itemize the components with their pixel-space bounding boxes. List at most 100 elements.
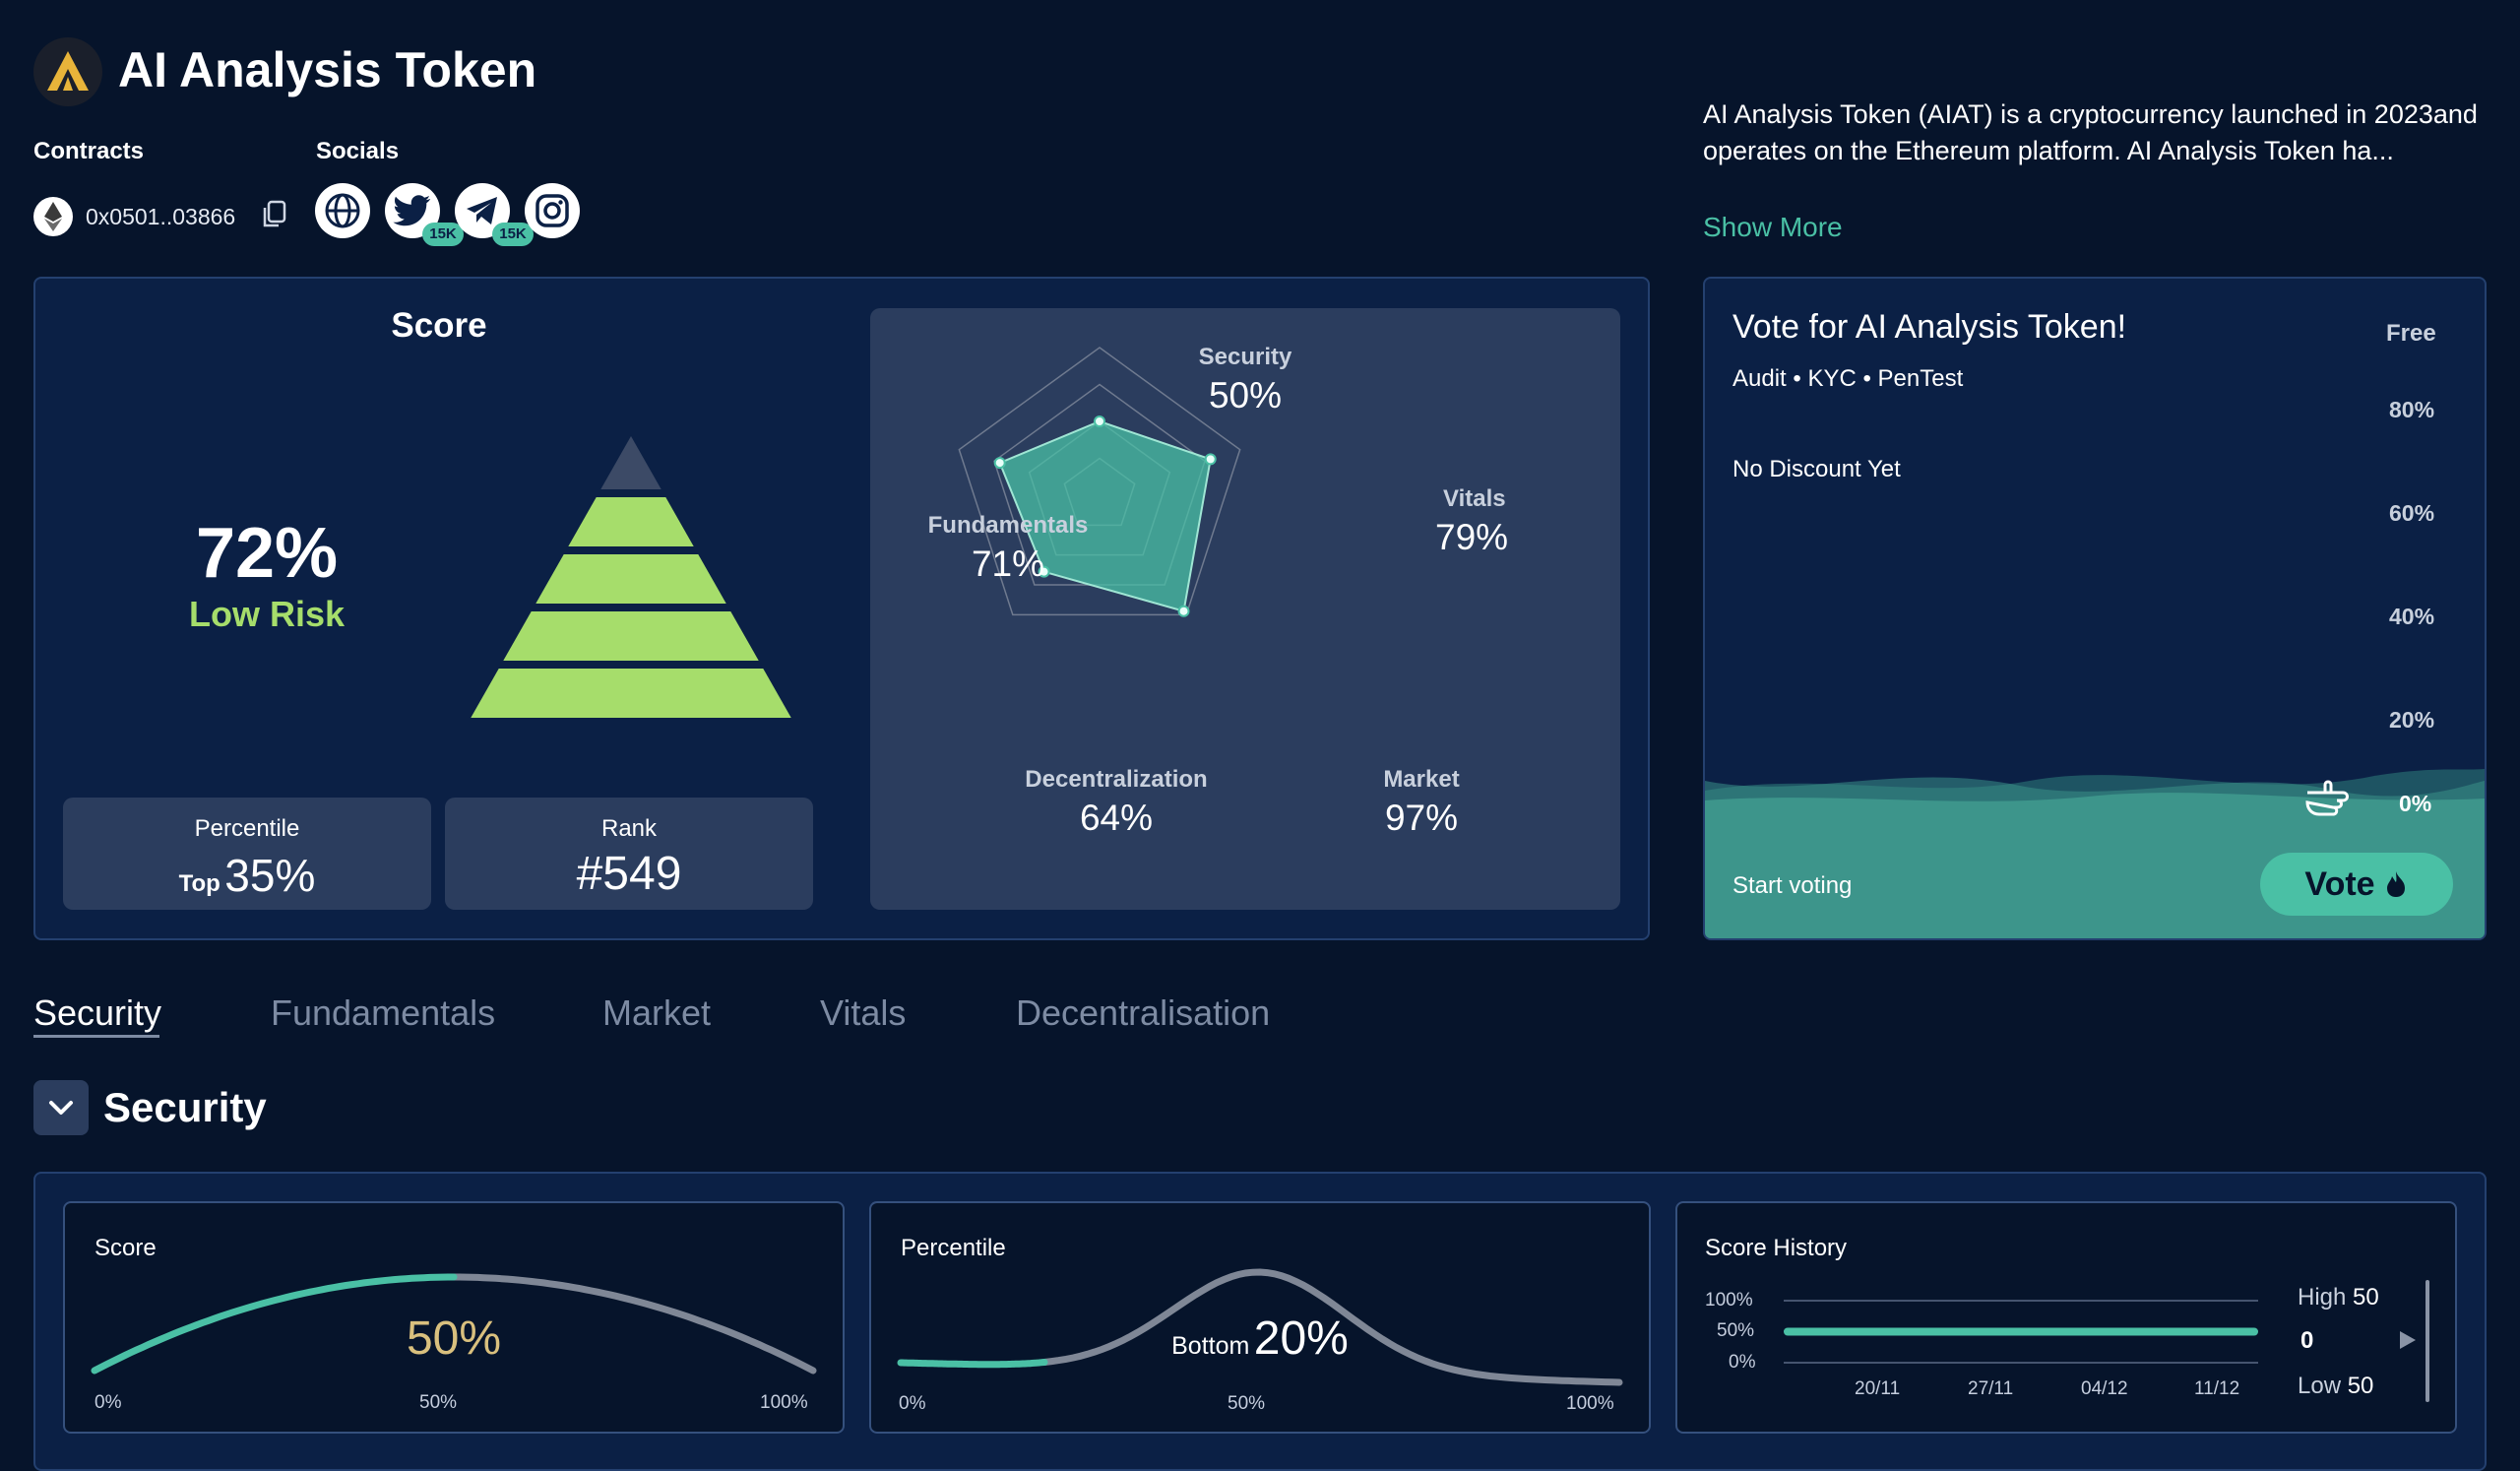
score-gauge-fill	[91, 1273, 458, 1375]
vote-title: Vote for AI Analysis Token!	[1732, 308, 2127, 346]
vote-level-60: 60%	[2389, 500, 2435, 526]
score-history-label: Score History	[1705, 1235, 1848, 1261]
instagram-icon[interactable]	[525, 183, 580, 238]
radar-area	[998, 419, 1212, 612]
score-tick-100: 100%	[760, 1392, 808, 1413]
token-logo	[33, 37, 102, 106]
discount-status: No Discount Yet	[1732, 456, 1901, 482]
radar-panel: Security 50% Vitals 79% Market 97% Decen…	[870, 308, 1620, 910]
percentile-card-value: 20%	[1253, 1312, 1349, 1365]
history-y-50: 50%	[1717, 1320, 1755, 1341]
tab-fundamentals[interactable]: Fundamentals	[271, 992, 496, 1033]
score-card-label: Score	[94, 1235, 157, 1261]
collapse-button[interactable]	[33, 1080, 89, 1135]
score-tick-50: 50%	[419, 1392, 458, 1413]
tab-security[interactable]: Security	[33, 992, 162, 1033]
history-x-0: 20/11	[1855, 1378, 1901, 1399]
radar-point	[993, 457, 1006, 470]
tab-vitals[interactable]: Vitals	[820, 992, 907, 1033]
vote-level-20: 20%	[2389, 707, 2435, 733]
radar-chart	[958, 347, 1241, 617]
radar-point	[1177, 605, 1190, 617]
vote-level-0: 0%	[2399, 791, 2432, 816]
vote-free-label: Free	[2386, 320, 2436, 347]
percentile-label: Percentile	[194, 815, 300, 842]
pyramid-level	[503, 611, 759, 661]
percentile-card-label: Percentile	[901, 1235, 1006, 1261]
globe-icon[interactable]	[315, 183, 370, 238]
score-tick-0: 0%	[94, 1392, 122, 1413]
radar-label-market: Market 97%	[1383, 766, 1460, 838]
pyramid-level	[568, 497, 694, 546]
vote-button[interactable]: Vote	[2260, 853, 2453, 916]
percentile-prefix: Top	[178, 870, 220, 897]
vote-button-label: Vote	[2304, 864, 2375, 903]
percentile-value-row: Top 35%	[63, 849, 431, 902]
twitter-followers-badge: 15K	[422, 223, 464, 246]
section-title: Security	[103, 1084, 267, 1130]
score-title: Score	[391, 306, 487, 345]
score-panel: Score 72% Low Risk Percentile Top 35% Ra…	[33, 277, 1650, 940]
history-play-icon[interactable]	[2398, 1329, 2418, 1356]
history-low: Low 50	[2298, 1373, 2374, 1399]
radar-point	[1094, 416, 1105, 427]
contracts-label: Contracts	[33, 138, 145, 164]
percentile-card-value-row: Bottom 20%	[871, 1311, 1649, 1366]
token-description: AI Analysis Token (AIAT) is a cryptocurr…	[1703, 99, 2478, 165]
percentile-value: 35%	[224, 850, 316, 901]
percentile-card: Percentile Bottom 20% 0% 50% 100%	[869, 1201, 1651, 1434]
show-more-link[interactable]: Show More	[1703, 212, 1843, 242]
percentile-distribution	[897, 1268, 1623, 1386]
percentile-box: Percentile Top 35%	[63, 798, 431, 910]
history-y-0: 0%	[1729, 1352, 1756, 1373]
radar-label-fundamentals: Fundamentals 71%	[927, 512, 1089, 584]
rank-box: Rank #549	[445, 798, 813, 910]
socials-label: Socials	[316, 138, 400, 164]
pyramid-level	[471, 669, 791, 718]
pyramid-level	[600, 436, 662, 489]
history-x-1: 27/11	[1968, 1378, 2014, 1399]
risk-pyramid	[471, 436, 791, 718]
score-card-value: 50%	[406, 1312, 502, 1365]
score-history-chart	[1784, 1300, 2258, 1364]
tab-market[interactable]: Market	[602, 992, 712, 1033]
history-high: High 50	[2298, 1284, 2379, 1311]
vote-level-40: 40%	[2389, 604, 2435, 629]
rank-label: Rank	[600, 815, 658, 842]
history-x-2: 04/12	[2081, 1378, 2128, 1399]
history-current: 0	[2300, 1327, 2314, 1354]
tab-decentralisation[interactable]: Decentralisation	[1016, 992, 1271, 1033]
pyramid-level	[536, 554, 726, 604]
score-card: Score 50% 0% 50% 100%	[63, 1201, 845, 1434]
vote-tags: Audit • KYC • PenTest	[1732, 365, 1964, 392]
start-voting-label: Start voting	[1732, 872, 1853, 899]
history-y-100: 100%	[1705, 1290, 1753, 1311]
radar-label-decentralization: Decentralization 64%	[1025, 766, 1208, 838]
percentile-tick-50: 50%	[1228, 1393, 1266, 1414]
score-value: 72%	[195, 514, 339, 593]
twitter-icon[interactable]: 15K	[385, 183, 464, 246]
copy-icon[interactable]	[260, 199, 289, 235]
risk-label: Low Risk	[188, 594, 346, 634]
percentile-tick-0: 0%	[899, 1393, 926, 1414]
percentile-tick-100: 100%	[1566, 1393, 1614, 1414]
telegram-members-badge: 15K	[492, 223, 534, 246]
radar-point	[1204, 453, 1217, 466]
contract-address[interactable]: 0x0501..03866	[86, 204, 236, 229]
percentile-card-prefix: Bottom	[1171, 1332, 1250, 1360]
page-title: AI Analysis Token	[118, 42, 537, 97]
active-tab-underline	[33, 1035, 159, 1038]
telegram-icon[interactable]: 15K	[455, 183, 534, 246]
history-x-3: 11/12	[2194, 1378, 2240, 1399]
rank-value: #549	[576, 848, 682, 900]
radar-point	[1038, 565, 1050, 578]
vote-level-80: 80%	[2389, 397, 2435, 422]
radar-label-vitals: Vitals 79%	[1435, 485, 1509, 557]
radar-grid-ring	[958, 347, 1241, 616]
history-range-bar	[2426, 1280, 2429, 1402]
chevron-down-icon	[49, 1101, 73, 1115]
radar-label-security: Security 50%	[1198, 344, 1292, 416]
flame-icon	[2386, 871, 2405, 897]
percentile-distribution-fill	[897, 1359, 1048, 1369]
ethereum-icon	[33, 197, 73, 236]
